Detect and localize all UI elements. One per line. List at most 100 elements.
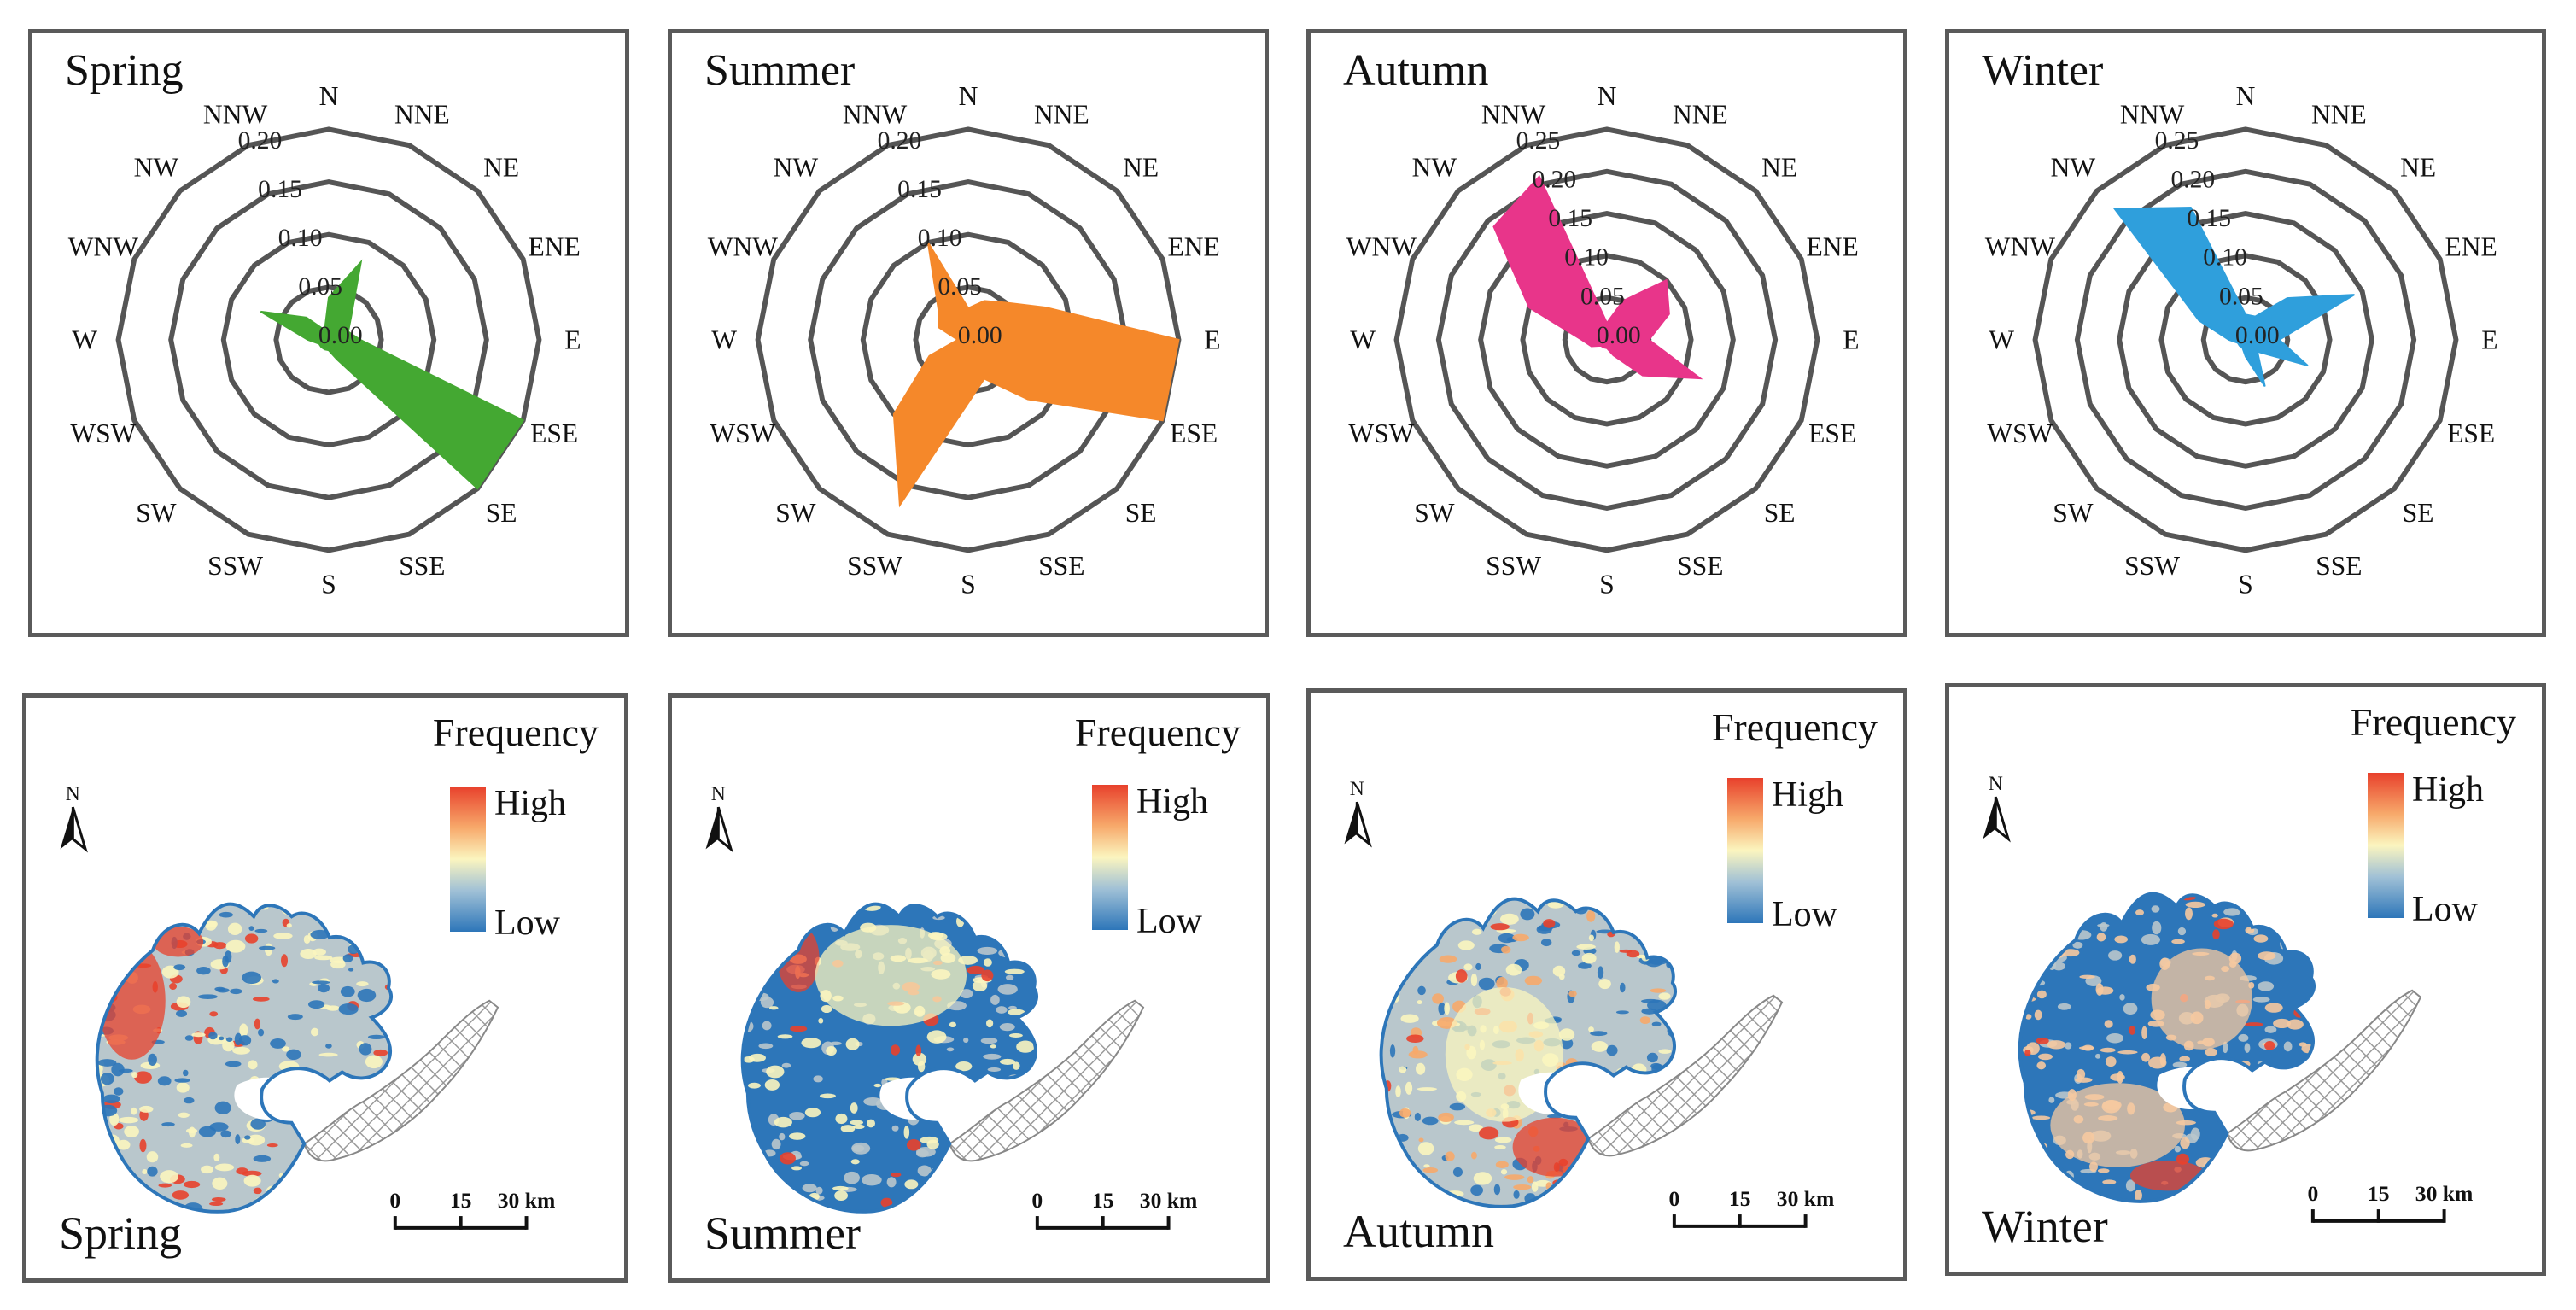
radar-direction-label: SSE [1038,551,1084,581]
radar-direction-label: W [711,325,737,355]
radar-direction-label: E [564,325,581,355]
radar-direction-label: ENE [2445,231,2497,261]
scale-bar: 0 15 30 km [1031,1188,1197,1230]
island [234,1077,297,1120]
radar-direction-label: WNW [1985,231,2056,261]
radar-title-winter: Winter [1982,46,2104,95]
radar-direction-label: NNE [394,100,450,130]
north-arrow-icon: N [60,783,88,853]
scale-bar-label: 15 [450,1188,472,1213]
radar-direction-label: NNW [1481,100,1546,130]
radar-direction-label: NNE [1034,100,1089,130]
radar-direction-label: NNW [2120,100,2185,130]
map-title-winter: Winter [1982,1201,2108,1252]
radar-r-tick-label: 0.10 [1564,244,1609,272]
north-label: N [1989,773,2003,795]
map-panel-winter: N 0 15 30 km Frequency High Low Winter [1945,683,2546,1276]
radar-direction-label: NW [774,153,819,183]
north-label: N [711,783,726,805]
radar-direction-label: N [1598,81,1617,111]
radar-panel-winter: 0.00 0.05 0.10 0.15 0.20 0.25 N NNE NE ENE E ESE SE S… [1945,29,2546,637]
radar-direction-label: SW [2053,498,2094,528]
radar-direction-label: WNW [68,231,139,261]
north-arrow-icon: N [1344,778,1372,848]
radar-title-summer: Summer [704,46,856,95]
radar-direction-label: SW [136,498,177,528]
hatched-shore-area [1587,994,1784,1157]
frequency-map-autumn: N 0 15 30 km [1344,778,1835,1228]
radar-direction-label: SW [775,498,816,528]
legend-high-label: High [2412,770,2484,810]
radar-chart-autumn: 0.00 0.05 0.10 0.15 0.20 0.25 N NNE NE ENE E ESE SE S… [1346,81,1860,599]
map-title-autumn: Autumn [1343,1206,1495,1257]
radar-direction-label: ENE [528,231,580,261]
radar-r-tick-label: 0.20 [878,127,922,155]
radar-r-tick-label: 0.15 [258,176,302,203]
radar-direction-label: WNW [1346,231,1417,261]
radar-direction-label: WSW [1987,418,2053,448]
radar-direction-label: NNE [2311,100,2367,130]
radar-direction-label: SE [2403,498,2434,528]
radar-chart-spring: 0.000.050.100.150.20NNNENEENEEESESESSESS… [68,81,581,599]
map-panel-summer: N 0 15 30 km Frequency High Low Summer [668,693,1270,1283]
scale-bar-label: 15 [1092,1188,1114,1213]
radar-direction-label: SSE [399,551,445,581]
radar-r-tick-label: 0.10 [2203,244,2247,272]
radar-r-tick-label: 0.25 [1516,127,1561,155]
radar-direction-label: ENE [1806,231,1858,261]
radar-grid-ring [755,126,1182,553]
radar-series-area [892,242,1180,508]
radar-r-tick-label: 0.25 [2155,127,2199,155]
radar-direction-label: ESE [1170,418,1218,448]
radar-direction-label: S [961,570,976,599]
radar-grid-ring [2074,168,2417,512]
radar-direction-label: NNW [203,100,268,130]
radar-direction-label: SSW [207,551,263,581]
radar-r-tick-label: 0.10 [918,225,962,252]
radar-r-tick-label: 0.05 [2219,283,2263,310]
north-arrow-icon: N [705,783,733,853]
legend-colorbar [450,787,486,932]
radar-panel-autumn: 0.00 0.05 0.10 0.15 0.20 0.25 N NNE NE ENE E ESE SE S… [1306,29,1907,637]
radar-grid-ring [860,231,1077,448]
radar-direction-label: ESE [2447,418,2495,448]
radar-direction-label: SE [486,498,517,528]
radar-r-tick-label: 0.20 [1532,167,1576,194]
radar-direction-label: WNW [708,231,779,261]
radar-direction-label: WSW [710,418,775,448]
radar-direction-label: SSW [847,551,902,581]
radar-title-spring: Spring [65,46,184,95]
radar-direction-label: NE [1761,153,1797,183]
radar-r-tick-label: 0.05 [938,273,982,301]
radar-chart-summer: 0.000.050.100.150.20NNNENEENEEESESESSESS… [708,81,1221,599]
map-title-spring: Spring [59,1208,183,1259]
radar-direction-label: ESE [1808,418,1856,448]
map-panel-autumn: N 0 15 30 km Frequency High Low Autumn [1306,688,1907,1281]
north-label: N [1350,778,1364,800]
scale-bar-label: 30 km [498,1188,556,1213]
radar-series-area [260,259,525,490]
radar-series-area [1492,174,1703,380]
radar-r-tick-label: 0.00 [1597,322,1641,349]
radar-grid-ring [115,126,542,553]
frequency-map-summer: N 0 15 30 km [705,783,1197,1230]
hatched-shore-area [2226,989,2422,1152]
legend-low-label: Low [2412,890,2478,929]
map-panel-spring: N 0 15 30 km Frequency High Low Spring [22,693,628,1283]
legend-title: Frequency [2350,700,2516,744]
radar-title-autumn: Autumn [1343,46,1489,95]
radar-grid-ring [2032,126,2459,553]
radar-direction-label: WSW [1348,418,1414,448]
scale-bar-label: 15 [2368,1181,2390,1206]
scale-bar-label: 0 [1031,1188,1043,1213]
radar-r-tick-label: 0.15 [2187,205,2231,232]
radar-direction-label: N [959,81,978,111]
radar-direction-label: WSW [70,418,136,448]
radar-r-tick-label: 0.00 [2235,322,2280,349]
scale-bar-label: 30 km [1777,1186,1835,1211]
radar-direction-label: E [2481,325,2497,355]
radar-grid-ring [220,231,437,448]
radar-grid-ring [2117,211,2374,469]
radar-direction-label: NE [2400,153,2436,183]
legend-title: Frequency [432,711,599,754]
